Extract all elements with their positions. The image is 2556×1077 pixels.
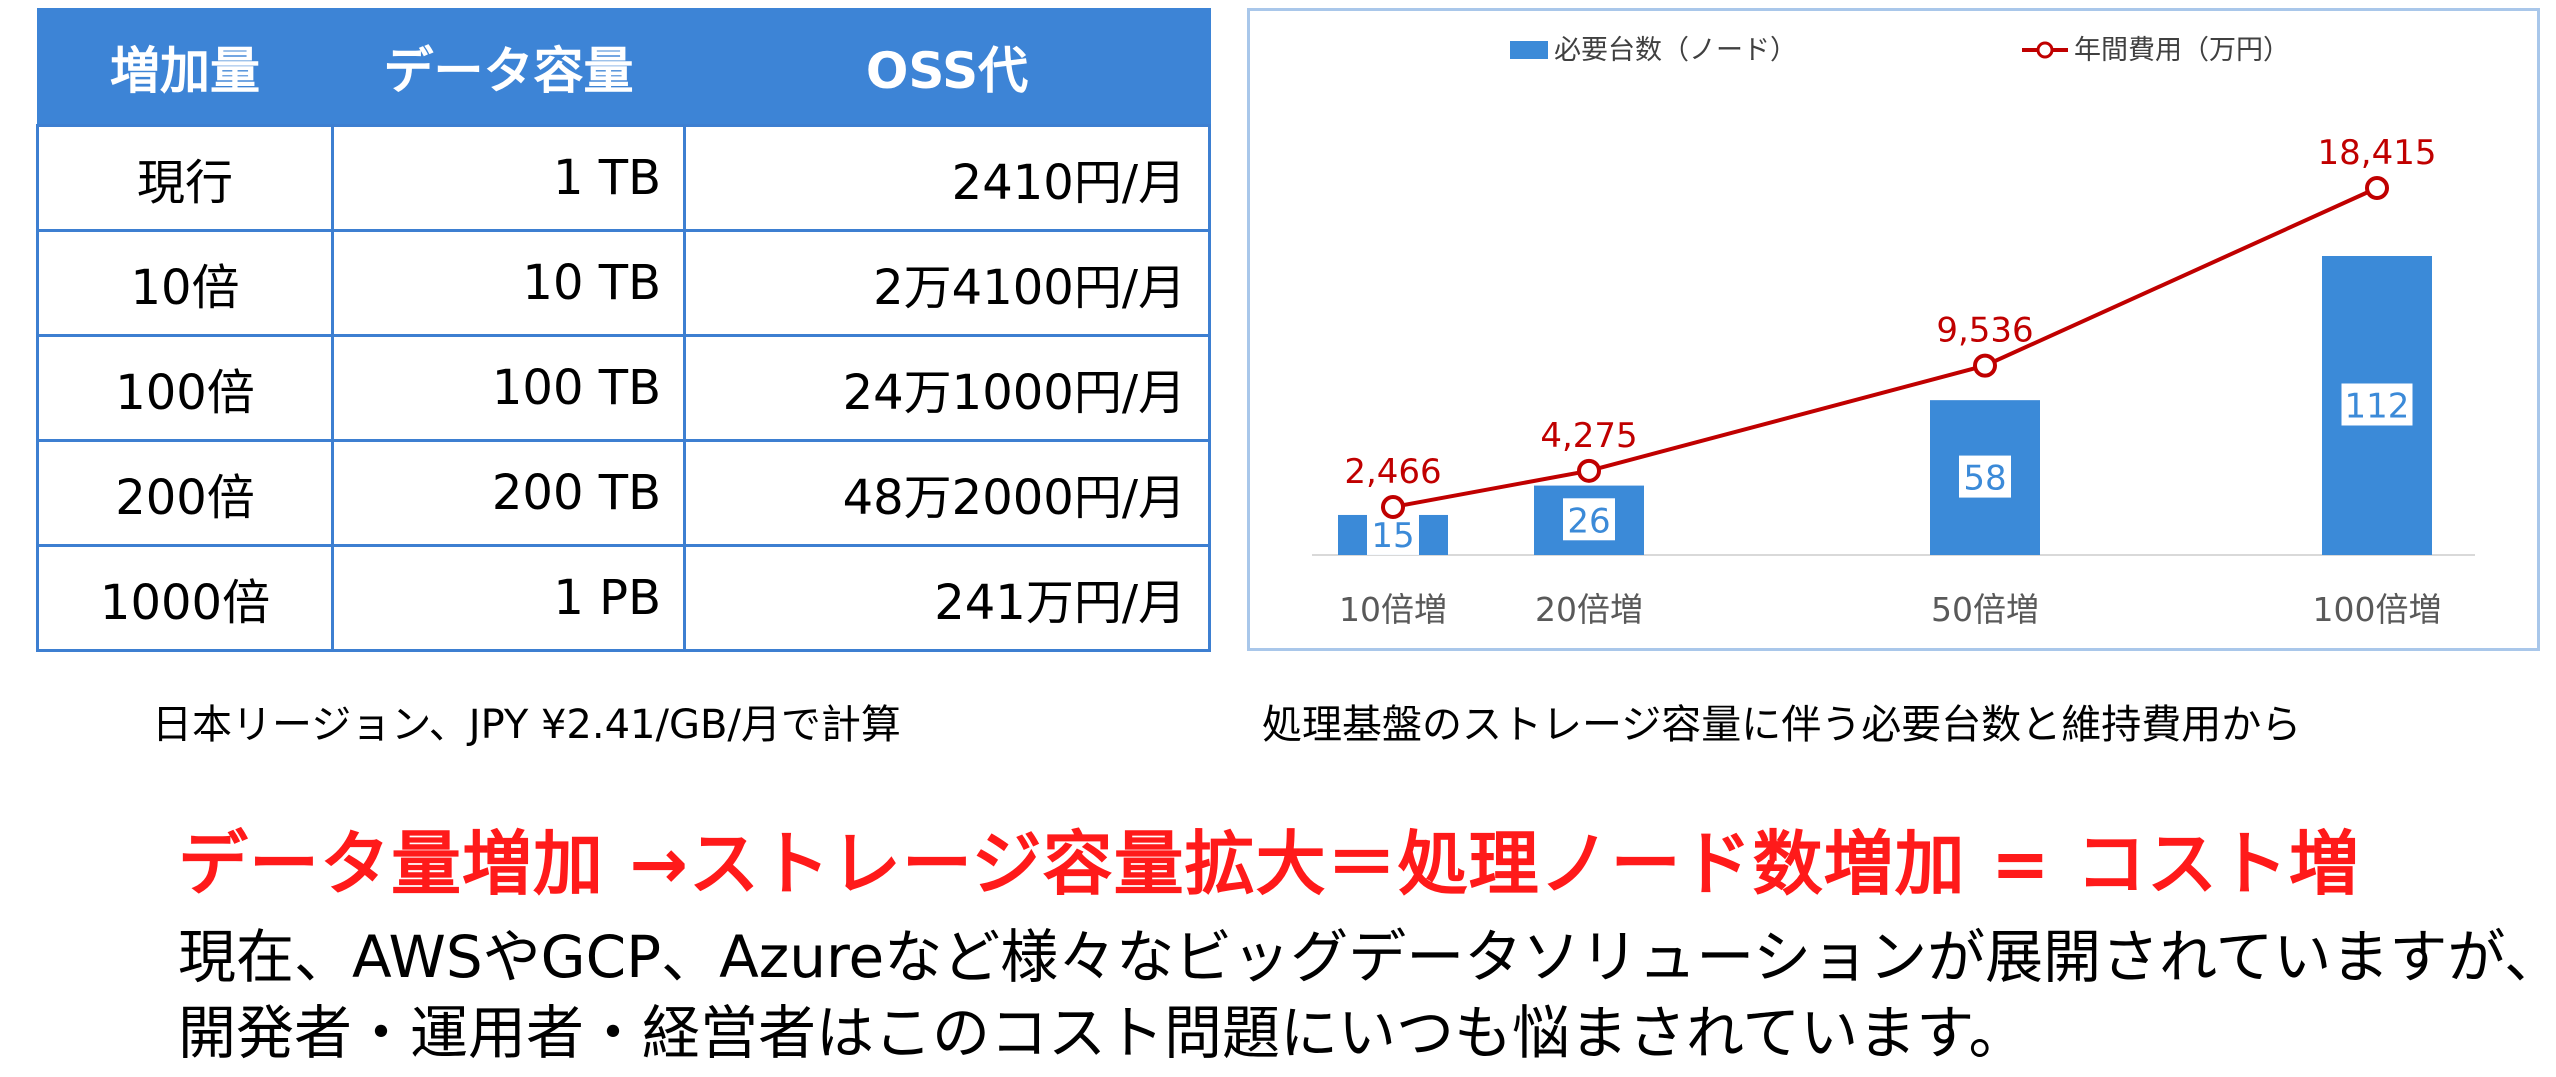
line-point [1577, 458, 1601, 483]
header-data-capacity: データ容量 [331, 8, 686, 127]
chart-panel: 15 26 58 112 10倍増 20倍増 50倍増 100倍増 2,466 4,275 9,53… [1247, 8, 2540, 651]
table-header-row: 増加量 データ容量 OSS代 [36, 8, 1211, 127]
bar-label-box [2341, 383, 2413, 426]
cell-capacity: 200 TB [331, 439, 686, 547]
line-point [2365, 176, 2389, 200]
legend-bar-swatch [1510, 41, 1548, 59]
cell-cost: 24万1000円/月 [683, 334, 1211, 442]
combo-chart: 15 26 58 112 10倍増 20倍増 50倍増 100倍増 2,466 4,275 9,53… [1312, 35, 2475, 629]
line-data-label: 18,415 [2318, 133, 2437, 173]
table-row: 10倍 10 TB 2万4100円/月 [36, 229, 1211, 337]
bar-data-label: 112 [2345, 387, 2410, 427]
line-data-label: 2,466 [1344, 452, 1441, 492]
header-oss-cost: OSS代 [683, 8, 1211, 127]
table-note: 日本リージョン、JPY ¥2.41/GB/月で計算 [152, 702, 901, 748]
x-tick-label: 50倍増 [1931, 590, 2039, 629]
cell-increase: 200倍 [36, 439, 334, 547]
line-data-label: 9,536 [1936, 311, 2033, 351]
legend-bar-label: 必要台数（ノード） [1554, 35, 1797, 66]
bar-label-box [1563, 498, 1615, 541]
header-increase: 増加量 [36, 8, 334, 127]
x-tick-label: 20倍増 [1535, 590, 1643, 629]
line-data-label: 4,275 [1540, 416, 1637, 456]
body-line-1: 現在、AWSやGCP、Azureなど様々なビッグデータソリューションが展開されて… [178, 923, 2556, 991]
body-line-2: 開発者・運用者・経営者はこのコスト問題にいつも悩まされています。 [178, 999, 2027, 1067]
cell-capacity: 1 TB [331, 124, 686, 232]
table-row: 1000倍 1 PB 241万円/月 [36, 544, 1211, 652]
cell-cost: 241万円/月 [683, 544, 1211, 652]
cell-capacity: 100 TB [331, 334, 686, 442]
cell-increase: 現行 [36, 124, 334, 232]
cost-table: 増加量 データ容量 OSS代 現行 1 TB 2410円/月 10倍 10 TB… [36, 8, 1211, 652]
bar-data-label: 15 [1371, 516, 1414, 556]
x-tick-label: 100倍増 [2313, 590, 2442, 629]
cost-line [1392, 186, 2378, 509]
bar-label-box [1367, 512, 1419, 555]
cell-increase: 1000倍 [36, 544, 334, 652]
table-row: 現行 1 TB 2410円/月 [36, 124, 1211, 232]
table-row: 200倍 200 TB 48万2000円/月 [36, 439, 1211, 547]
x-tick-label: 10倍増 [1339, 590, 1447, 629]
cell-increase: 100倍 [36, 334, 334, 442]
line-point [1973, 353, 1997, 378]
cell-increase: 10倍 [36, 229, 334, 337]
chart-caption: 処理基盤のストレージ容量に伴う必要台数と維持費用から [1262, 702, 2302, 748]
bar-data-label: 58 [1963, 459, 2006, 499]
cell-cost: 48万2000円/月 [683, 439, 1211, 547]
line-point [1381, 495, 1405, 519]
bar-label-box [1959, 455, 2011, 498]
cell-cost: 2410円/月 [683, 124, 1211, 232]
bar-data-label: 26 [1567, 501, 1610, 541]
table-row: 100倍 100 TB 24万1000円/月 [36, 334, 1211, 442]
legend-line-marker [2036, 41, 2054, 59]
legend-line-label: 年間費用（万円） [2074, 35, 2290, 66]
cell-cost: 2万4100円/月 [683, 229, 1211, 337]
headline: データ量増加 →ストレージ容量拡大＝処理ノード数増加 = コスト増 [178, 823, 2361, 905]
cell-capacity: 1 PB [331, 544, 686, 652]
cell-capacity: 10 TB [331, 229, 686, 337]
